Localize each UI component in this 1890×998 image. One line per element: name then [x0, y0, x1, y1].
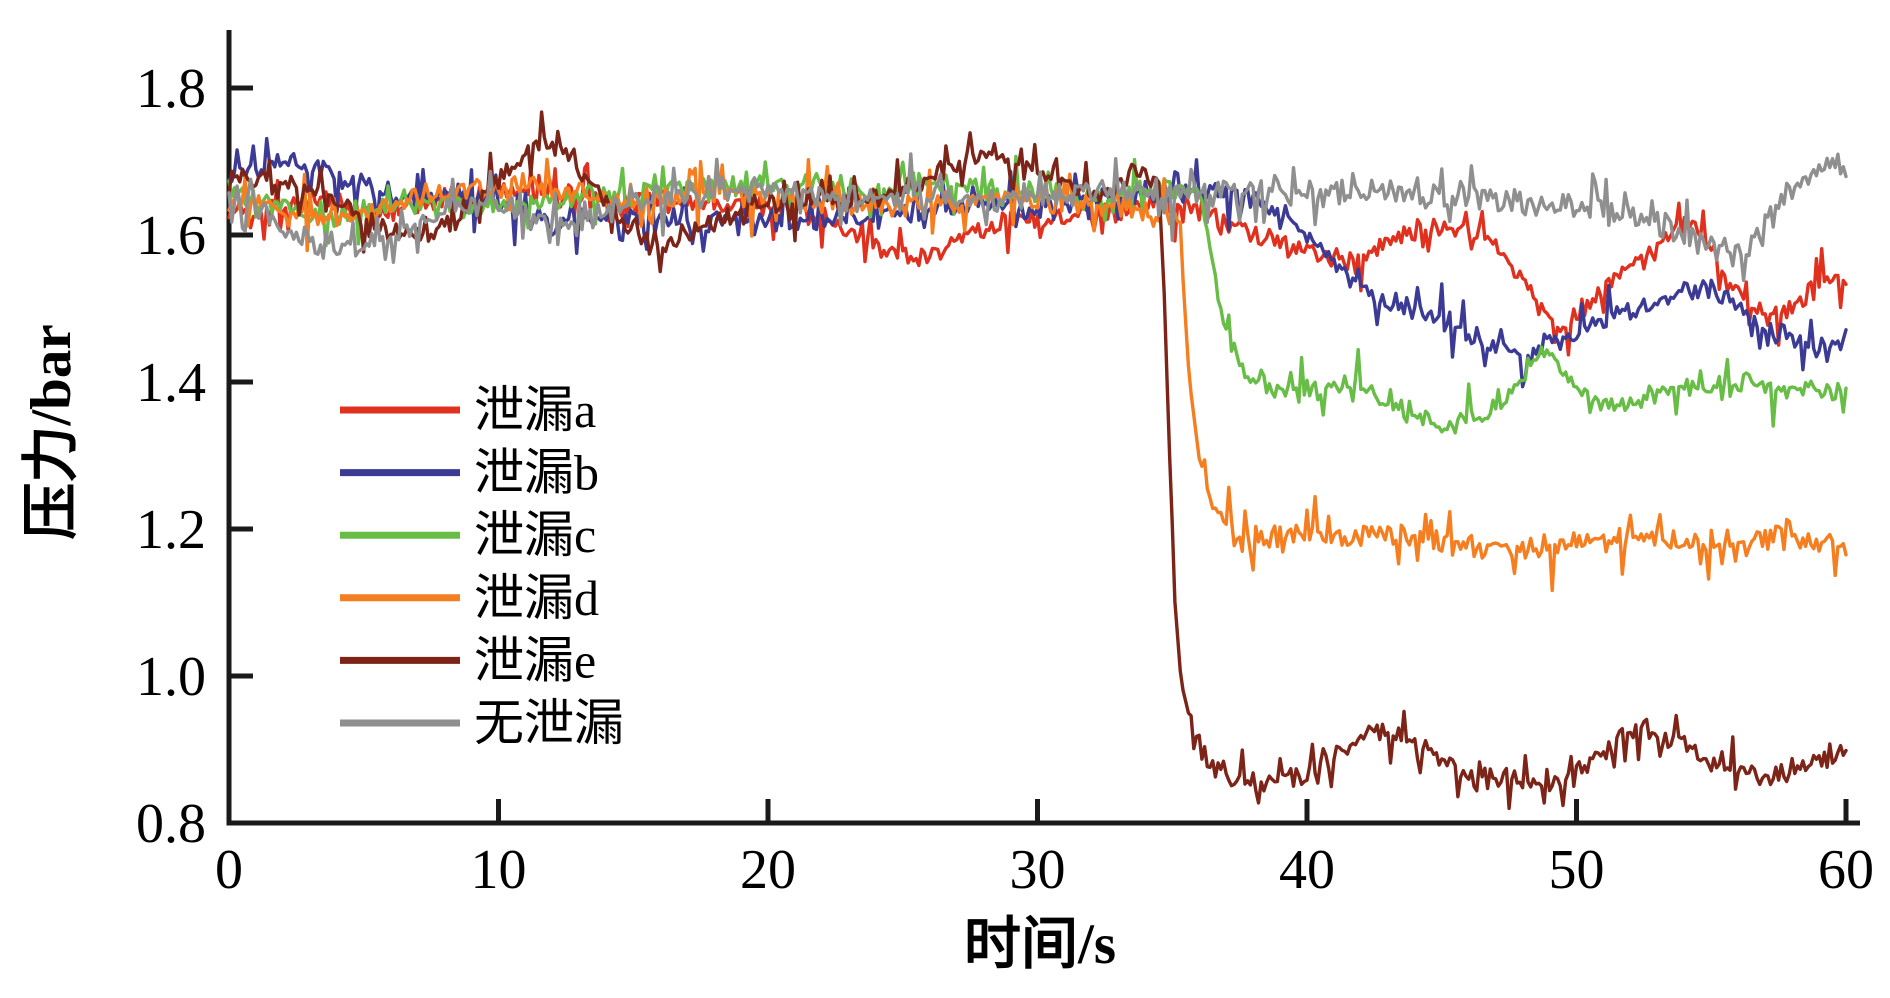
legend-item-leak-b: 泄漏b: [340, 445, 599, 501]
y-axis-ticks: 0.8 1.0 1.2 1.4 1.6 1.8: [136, 58, 253, 855]
y-tick-label: 1.6: [136, 205, 206, 267]
x-tick-label: 40: [1279, 839, 1335, 901]
y-axis-title: 压力/bar: [20, 324, 83, 539]
axes: 0.8 1.0 1.2 1.4 1.6 1.8 0 10 20 30 40 50 60: [136, 30, 1874, 901]
x-tick-label: 20: [740, 839, 796, 901]
x-tick-label: 0: [215, 839, 243, 901]
legend-label-leak-c: 泄漏c: [474, 507, 596, 563]
legend-label-leak-b: 泄漏b: [474, 445, 599, 501]
legend-item-no-leak: 无泄漏: [340, 695, 624, 751]
legend-item-leak-a: 泄漏a: [340, 382, 596, 438]
legend-label-leak-a: 泄漏a: [474, 382, 596, 438]
x-tick-label: 30: [1010, 839, 1066, 901]
legend-label-no-leak: 无泄漏: [474, 695, 624, 751]
x-axis-title: 时间/s: [964, 913, 1116, 976]
legend-label-leak-e: 泄漏e: [474, 632, 596, 688]
series-lines: [227, 110, 1848, 811]
legend: 泄漏a 泄漏b 泄漏c 泄漏d 泄漏e 无泄漏: [340, 382, 624, 751]
x-tick-label: 50: [1549, 839, 1605, 901]
y-tick-label: 0.8: [136, 793, 206, 855]
legend-item-leak-d: 泄漏d: [340, 570, 599, 626]
x-tick-label: 10: [471, 839, 527, 901]
y-tick-label: 1.8: [136, 58, 206, 120]
y-tick-label: 1.0: [136, 646, 206, 708]
legend-item-leak-e: 泄漏e: [340, 632, 596, 688]
legend-label-leak-d: 泄漏d: [474, 570, 599, 626]
y-tick-label: 1.4: [136, 352, 206, 414]
series-line-no-leak: [227, 152, 1848, 283]
series-line-leak-b: [227, 136, 1848, 389]
y-tick-label: 1.2: [136, 499, 206, 561]
legend-item-leak-c: 泄漏c: [340, 507, 596, 563]
series-line-leak-e: [227, 110, 1848, 811]
series-line-leak-d: [227, 157, 1848, 593]
x-tick-label: 60: [1818, 839, 1874, 901]
x-axis-ticks: 0 10 20 30 40 50 60: [215, 799, 1874, 901]
